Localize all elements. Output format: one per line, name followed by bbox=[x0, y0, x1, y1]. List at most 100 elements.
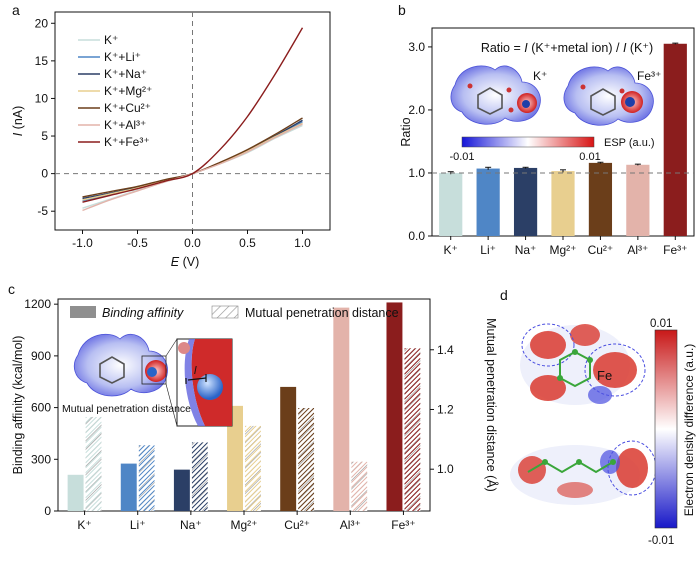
esp-colorbar-min: -0.01 bbox=[449, 151, 474, 163]
panel-c-xtick-label: Fe³⁺ bbox=[391, 518, 415, 532]
panel-c-xtick-label: Na⁺ bbox=[180, 518, 202, 532]
panel-c-penetration-bar bbox=[351, 461, 368, 511]
panel-c-binding-bar bbox=[173, 469, 190, 511]
panel-label-c: c bbox=[8, 281, 15, 297]
esp-label-fe: Fe³⁺ bbox=[637, 69, 661, 83]
panel-c-binding-bar bbox=[227, 405, 243, 511]
panel-b-xtick-label: Li⁺ bbox=[480, 243, 496, 257]
esp-colorbar bbox=[461, 136, 595, 148]
panel-a-xtick-label: 1.0 bbox=[294, 236, 311, 250]
panel-b-chart: 0.0 1.0 2.0 3.0 K⁺ Li⁺ Na⁺ Mg²⁺ Cu²⁺ Al³⁺ Fe³⁺ Ra… bbox=[399, 27, 695, 257]
legend-binding-label: Binding affinity bbox=[102, 306, 184, 320]
panel-a-legend-label: K⁺+Mg²⁺ bbox=[104, 84, 152, 98]
panel-b-bar bbox=[476, 168, 500, 236]
esp-molecule-k bbox=[450, 65, 541, 125]
panel-c-ytick-label: 0 bbox=[44, 504, 51, 518]
edd-molecule-bottom bbox=[510, 440, 657, 505]
panel-a-ytick-label: 10 bbox=[35, 91, 49, 105]
panel-c-binding-bar bbox=[333, 307, 350, 511]
panel-a-ytick-label: 0 bbox=[41, 167, 48, 181]
panel-c-binding-bar bbox=[386, 302, 403, 511]
panel-b-ytick-label: 3.0 bbox=[408, 40, 425, 54]
panel-a-legend-label: K⁺ bbox=[104, 33, 118, 47]
panel-c-penetration-bar bbox=[404, 348, 421, 511]
panel-a-legend-label: K⁺+Na⁺ bbox=[104, 67, 147, 81]
panel-c-ytick-label: 300 bbox=[31, 452, 51, 466]
panel-c-xtick-label: Mg²⁺ bbox=[231, 518, 258, 532]
esp-molecule-fe bbox=[563, 66, 654, 126]
panel-a-ytick-label: 5 bbox=[41, 129, 48, 143]
panel-b-bar bbox=[626, 164, 650, 236]
panel-b-bar bbox=[513, 167, 538, 236]
panel-c-ytick-label: 600 bbox=[31, 401, 51, 415]
panel-a-legend-label: K⁺+Al³⁺ bbox=[104, 118, 146, 132]
panel-b-bar bbox=[663, 43, 687, 237]
panel-c-binding-bar bbox=[280, 386, 297, 511]
panel-c-binding-bar bbox=[67, 474, 84, 511]
panel-b-bar bbox=[439, 172, 463, 236]
panel-b-ytick-label: 2.0 bbox=[408, 103, 425, 117]
legend-penetration-label: Mutual penetration distance bbox=[245, 306, 399, 320]
panel-a-xtick-label: 0.0 bbox=[184, 236, 201, 250]
panel-c-ylabel: Binding affinity (kcal/mol) bbox=[11, 336, 25, 475]
penetration-molecule bbox=[73, 333, 178, 427]
penetration-inset-label: Mutual penetration distance bbox=[62, 403, 191, 415]
panel-c-y2tick-label: 1.4 bbox=[437, 343, 454, 357]
panel-a-ylabel: I (nA) bbox=[11, 106, 25, 137]
panel-a-xlabel: E (V) bbox=[171, 255, 199, 269]
panel-b-xtick-label: Mg²⁺ bbox=[550, 243, 577, 257]
panel-a-series-line bbox=[82, 27, 304, 203]
panel-b-xtick-label: Na⁺ bbox=[515, 243, 537, 257]
panel-a-xtick-label: -1.0 bbox=[72, 236, 93, 250]
panel-c-xtick-label: Li⁺ bbox=[130, 518, 146, 532]
panel-c-y2tick-label: 1.0 bbox=[437, 462, 454, 476]
panel-c-penetration-bar bbox=[191, 442, 208, 511]
panel-a-legend-label: K⁺+Cu²⁺ bbox=[104, 101, 151, 115]
edd-molecule-top: Fe bbox=[520, 323, 646, 405]
esp-label-k: K⁺ bbox=[533, 69, 547, 83]
panel-c-penetration-bar bbox=[85, 416, 102, 511]
panel-c-penetration-bar bbox=[138, 445, 155, 511]
panel-b-ytick-label: 0.0 bbox=[408, 229, 425, 243]
panel-a-chart: -1.0 -0.5 0.0 0.5 1.0 -5 0 5 10 15 20 K⁺ K⁺+Li⁺ K⁺+N… bbox=[11, 11, 331, 269]
panel-a-xtick-label: -0.5 bbox=[127, 236, 148, 250]
panel-c-y2label: Mutual penetration distance (Å) bbox=[484, 318, 499, 492]
panel-a-xtick-label: 0.5 bbox=[239, 236, 256, 250]
panel-c-penetration-bar bbox=[245, 425, 261, 511]
legend-binding-swatch bbox=[70, 306, 96, 318]
esp-colorbar-label: ESP (a.u.) bbox=[604, 137, 655, 149]
panel-c-chart: 0 300 600 900 1200 1.0 1.2 1.4 K⁺ Li⁺ Na⁺ Mg²⁺ Cu²⁺… bbox=[11, 297, 499, 532]
panel-c-binding-bar bbox=[120, 463, 137, 511]
legend-penetration-swatch bbox=[211, 305, 239, 319]
panel-c-penetration-bar bbox=[298, 407, 315, 511]
panel-a-ytick-label: 20 bbox=[35, 16, 49, 30]
edd-fe-label: Fe bbox=[597, 368, 612, 383]
panel-b-xtick-label: K⁺ bbox=[444, 243, 458, 257]
edd-colorbar bbox=[654, 329, 678, 529]
panel-a-legend-label: K⁺+Fe³⁺ bbox=[104, 135, 150, 149]
penetration-symbol: l bbox=[194, 365, 197, 377]
panel-b-xtick-label: Al³⁺ bbox=[627, 243, 648, 257]
panel-b-xtick-label: Cu²⁺ bbox=[588, 243, 614, 257]
edd-colorbar-max: 0.01 bbox=[650, 318, 672, 330]
panel-b-ylabel: Ratio bbox=[399, 117, 413, 146]
esp-colorbar-max: 0.01 bbox=[579, 151, 600, 163]
edd-colorbar-label: Electron density difference (a.u.) bbox=[682, 344, 696, 517]
panel-label-b: b bbox=[398, 2, 406, 18]
panel-a-ytick-label: 15 bbox=[35, 54, 49, 68]
panel-c-ytick-label: 900 bbox=[31, 349, 51, 363]
panel-d-image: Fe 0.01 -0.01 Electron density differenc… bbox=[510, 318, 696, 547]
panel-b-bar bbox=[551, 171, 575, 236]
panel-a-legend-label: K⁺+Li⁺ bbox=[104, 50, 141, 64]
panel-c-xtick-label: Al³⁺ bbox=[340, 518, 361, 532]
panel-b-title: Ratio = I (K⁺+metal ion) / I (K⁺) bbox=[481, 41, 653, 55]
panel-b-bar bbox=[588, 162, 613, 236]
panel-c-xtick-label: K⁺ bbox=[77, 518, 91, 532]
panel-label-d: d bbox=[500, 287, 508, 303]
panel-c-xtick-label: Cu²⁺ bbox=[284, 518, 310, 532]
edd-colorbar-min: -0.01 bbox=[648, 535, 674, 547]
panel-c-ytick-label: 1200 bbox=[24, 297, 51, 311]
panel-c-y2tick-label: 1.2 bbox=[437, 402, 454, 416]
panel-b-ytick-label: 1.0 bbox=[408, 166, 425, 180]
